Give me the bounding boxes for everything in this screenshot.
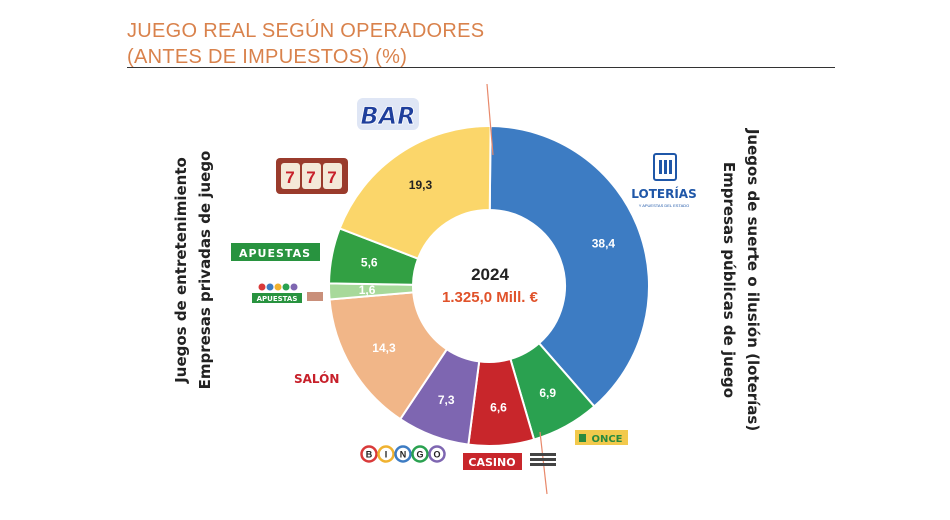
left-axis-labels: Juegos de entretenimiento Empresas priva… <box>172 151 214 390</box>
slice-value-label-2: 6,6 <box>490 401 507 415</box>
divider-line-top <box>486 83 494 156</box>
right-axis-line2: Empresas públicas de juego <box>720 162 738 398</box>
slot-machine-icon: 7 7 7 <box>276 158 348 194</box>
bingo-ball-3 <box>411 445 429 463</box>
slice-value-label-7: 19,3 <box>409 178 433 192</box>
slice-value-label-1: 6,9 <box>539 386 556 400</box>
center-total: 1.325,0 Mill. € <box>442 289 539 306</box>
svg-text:7: 7 <box>306 168 315 187</box>
slice-value-label-5: 1,6 <box>359 283 376 297</box>
bar-logo: BAR <box>357 98 419 130</box>
left-axis-line1: Juegos de entretenimiento <box>172 157 190 384</box>
svg-text:7: 7 <box>285 168 294 187</box>
slice-value-label-3: 7,3 <box>438 393 455 407</box>
bingo-ball-0 <box>360 445 378 463</box>
loterias-logo-subtext: Y APUESTAS DEL ESTADO <box>639 203 690 208</box>
slice-bar-7 <box>338 125 492 260</box>
chart-title: JUEGO REAL SEGÚN OPERADORES (ANTES DE IM… <box>127 18 484 70</box>
donut-slice-labels: 38,4 6,9 6,6 7,3 14,3 1,6 5,6 19,3 <box>359 178 616 415</box>
once-logo-text: ONCE <box>591 434 622 445</box>
loterias-logo-text: LOTERÍAS <box>631 186 696 201</box>
apuestas-logo: APUESTAS <box>231 243 320 261</box>
apuestas-logo-text: APUESTAS <box>239 247 311 260</box>
right-axis-labels: Juegos de suerte o ilusión (loterías) Em… <box>720 128 762 431</box>
slice-value-label-4: 14,3 <box>372 341 396 355</box>
bingo-letter-1: I <box>385 450 388 460</box>
bingo-ball-4 <box>428 445 446 463</box>
center-year: 2024 <box>471 265 509 284</box>
right-axis-line1: Juegos de suerte o ilusión (loterías) <box>744 128 762 431</box>
loterias-logo: LOTERÍAS Y APUESTAS DEL ESTADO <box>631 153 697 208</box>
salon-label: SALÓN <box>294 371 339 386</box>
left-axis-line2: Empresas privadas de juego <box>196 151 214 390</box>
svg-text:7: 7 <box>327 168 336 187</box>
bingo-letter-0: B <box>366 450 373 460</box>
title-divider <box>127 67 835 68</box>
casino-logo: CASINO <box>463 453 556 470</box>
slice-value-label-0: 38,4 <box>592 237 616 251</box>
slice-value-label-6: 5,6 <box>361 256 378 270</box>
donut-slices <box>328 124 650 447</box>
apuestas-small-logo-text: APUESTAS <box>257 295 298 303</box>
bingo-letter-4: O <box>433 450 440 460</box>
bingo-ball-1 <box>377 445 395 463</box>
bingo-ball-2 <box>394 445 412 463</box>
chart-title-line2: (ANTES DE IMPUESTOS) (%) <box>127 46 408 68</box>
once-logo: ONCE <box>575 430 628 445</box>
apuestas-small-logo: APUESTAS <box>252 283 323 303</box>
bar-logo-text: BAR <box>360 102 415 130</box>
slice-loter-as-0 <box>488 124 650 408</box>
bingo-letter-3: G <box>416 450 423 460</box>
chart-title-line1: JUEGO REAL SEGÚN OPERADORES <box>127 20 485 42</box>
bingo-letter-2: N <box>400 450 407 460</box>
casino-logo-text: CASINO <box>468 456 515 469</box>
